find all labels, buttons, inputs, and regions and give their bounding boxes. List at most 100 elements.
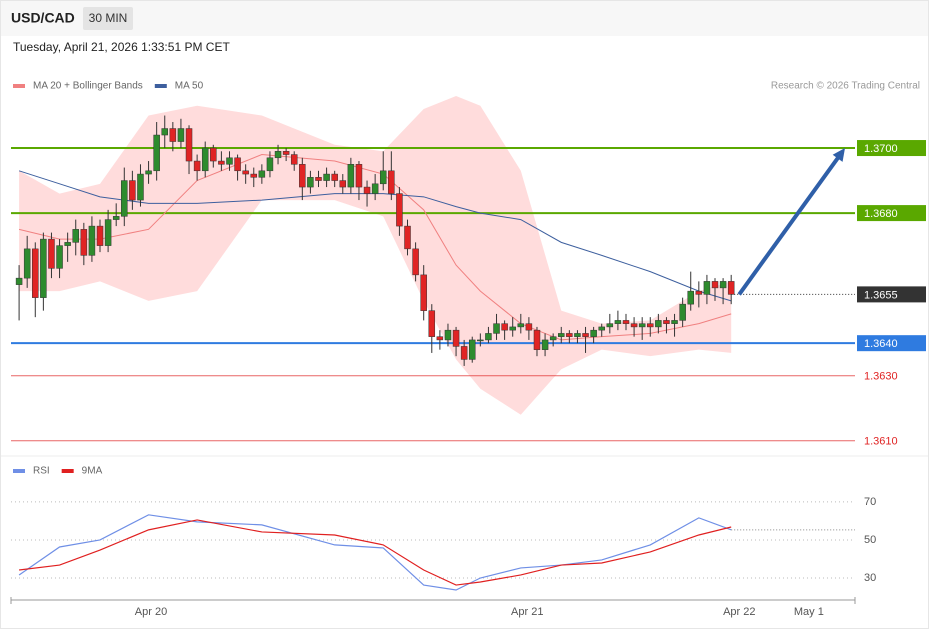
candle-body xyxy=(153,134,160,172)
legend-swatch xyxy=(61,469,74,473)
timestamp: Tuesday, April 21, 2026 1:33:51 PM CET xyxy=(13,40,230,54)
candle-body xyxy=(711,281,719,289)
candle-body xyxy=(647,323,654,328)
candle-body xyxy=(250,173,258,178)
candle-body xyxy=(96,225,104,246)
y-tick-label: 30 xyxy=(864,572,876,584)
candle-body xyxy=(501,323,508,331)
candle-body xyxy=(541,339,549,350)
candle-body xyxy=(493,323,500,334)
candle-body xyxy=(404,225,411,250)
candle-body xyxy=(671,320,678,324)
candle-body xyxy=(460,346,468,360)
level-tag xyxy=(857,335,926,352)
candle-body xyxy=(64,242,71,246)
candle-body xyxy=(242,170,249,175)
x-tick-label: May 1 xyxy=(794,606,824,618)
candle-body xyxy=(307,177,314,188)
candle-body xyxy=(727,281,735,295)
candle-body xyxy=(258,170,266,178)
candle-body xyxy=(112,216,120,220)
candle-body xyxy=(379,170,387,185)
legend-swatch xyxy=(154,84,167,88)
level-tag xyxy=(857,286,926,303)
source: Research © 2026 Trading Central xyxy=(771,81,920,92)
candle-body xyxy=(15,277,23,285)
candle-body xyxy=(396,193,403,227)
candle-body xyxy=(638,323,646,328)
level-label: 1.3630 xyxy=(864,371,898,383)
candle-body xyxy=(347,164,355,188)
legend-label[interactable]: RSI xyxy=(33,466,50,477)
candle-body xyxy=(549,336,557,341)
candle-body xyxy=(104,219,112,246)
candle-body xyxy=(566,333,573,337)
interval-box[interactable] xyxy=(83,7,133,30)
candle-body xyxy=(468,339,476,360)
x-tick-label: Apr 21 xyxy=(511,606,543,618)
candle-body xyxy=(185,128,193,162)
candle-body xyxy=(371,183,379,194)
candle-body xyxy=(80,229,88,256)
level-label: 1.3610 xyxy=(864,436,898,448)
candle-body xyxy=(48,238,55,269)
candle-body xyxy=(444,329,452,341)
candle-body xyxy=(420,274,427,311)
candle-body xyxy=(687,290,694,305)
candle-body xyxy=(193,160,201,172)
level-label: 1.3680 xyxy=(864,208,898,220)
candle-body xyxy=(614,320,622,324)
legend-swatch xyxy=(13,469,25,473)
candle-body xyxy=(331,173,338,181)
interval[interactable]: 30 MIN xyxy=(89,11,128,25)
candle-body xyxy=(355,164,363,188)
candle-body xyxy=(525,323,533,331)
candle-body xyxy=(598,326,605,331)
candle-body xyxy=(574,333,581,337)
legend-label[interactable]: MA 50 xyxy=(175,81,204,92)
forecast-arrow-head xyxy=(832,148,845,162)
candle-body xyxy=(606,323,614,328)
forecast-arrow xyxy=(737,153,842,296)
candle-body xyxy=(533,329,541,350)
candle-body xyxy=(226,157,233,165)
candle-body xyxy=(323,173,330,181)
candle-body xyxy=(169,128,177,142)
candle-body xyxy=(121,180,128,217)
candle-body xyxy=(485,333,492,341)
x-tick-label: Apr 22 xyxy=(723,606,755,618)
candle-body xyxy=(655,320,662,328)
candle-body xyxy=(517,323,525,328)
candle-body xyxy=(88,225,96,256)
level-tag xyxy=(857,205,926,222)
candle-body xyxy=(145,170,152,175)
candle-body xyxy=(363,186,371,194)
candle-body xyxy=(663,320,670,324)
moving-average xyxy=(18,154,732,341)
candle-body xyxy=(315,177,322,181)
candle-body xyxy=(436,336,444,341)
candle-body xyxy=(177,128,185,142)
candle-body xyxy=(679,303,686,321)
level-tag xyxy=(857,140,926,157)
header-bar xyxy=(1,1,928,36)
y-tick-label: 50 xyxy=(864,534,876,546)
x-tick-label: Apr 20 xyxy=(135,606,167,618)
candle-body xyxy=(622,320,630,324)
candle-body xyxy=(630,323,638,328)
candle-body xyxy=(40,238,47,298)
legend-label[interactable]: 9MA xyxy=(82,466,103,477)
candle-body xyxy=(201,147,209,172)
candle-body xyxy=(339,180,347,188)
legend-label[interactable]: MA 20 + Bollinger Bands xyxy=(33,81,143,92)
candle-body xyxy=(695,290,703,295)
rsi-line xyxy=(18,514,732,591)
y-tick-label: 70 xyxy=(864,496,876,508)
candle-body xyxy=(452,329,460,347)
candle-body xyxy=(299,164,306,188)
candle-body xyxy=(582,333,589,337)
candle-body xyxy=(23,248,31,279)
candle-body xyxy=(218,160,225,165)
candle-body xyxy=(509,326,516,331)
candle-body xyxy=(56,245,63,269)
